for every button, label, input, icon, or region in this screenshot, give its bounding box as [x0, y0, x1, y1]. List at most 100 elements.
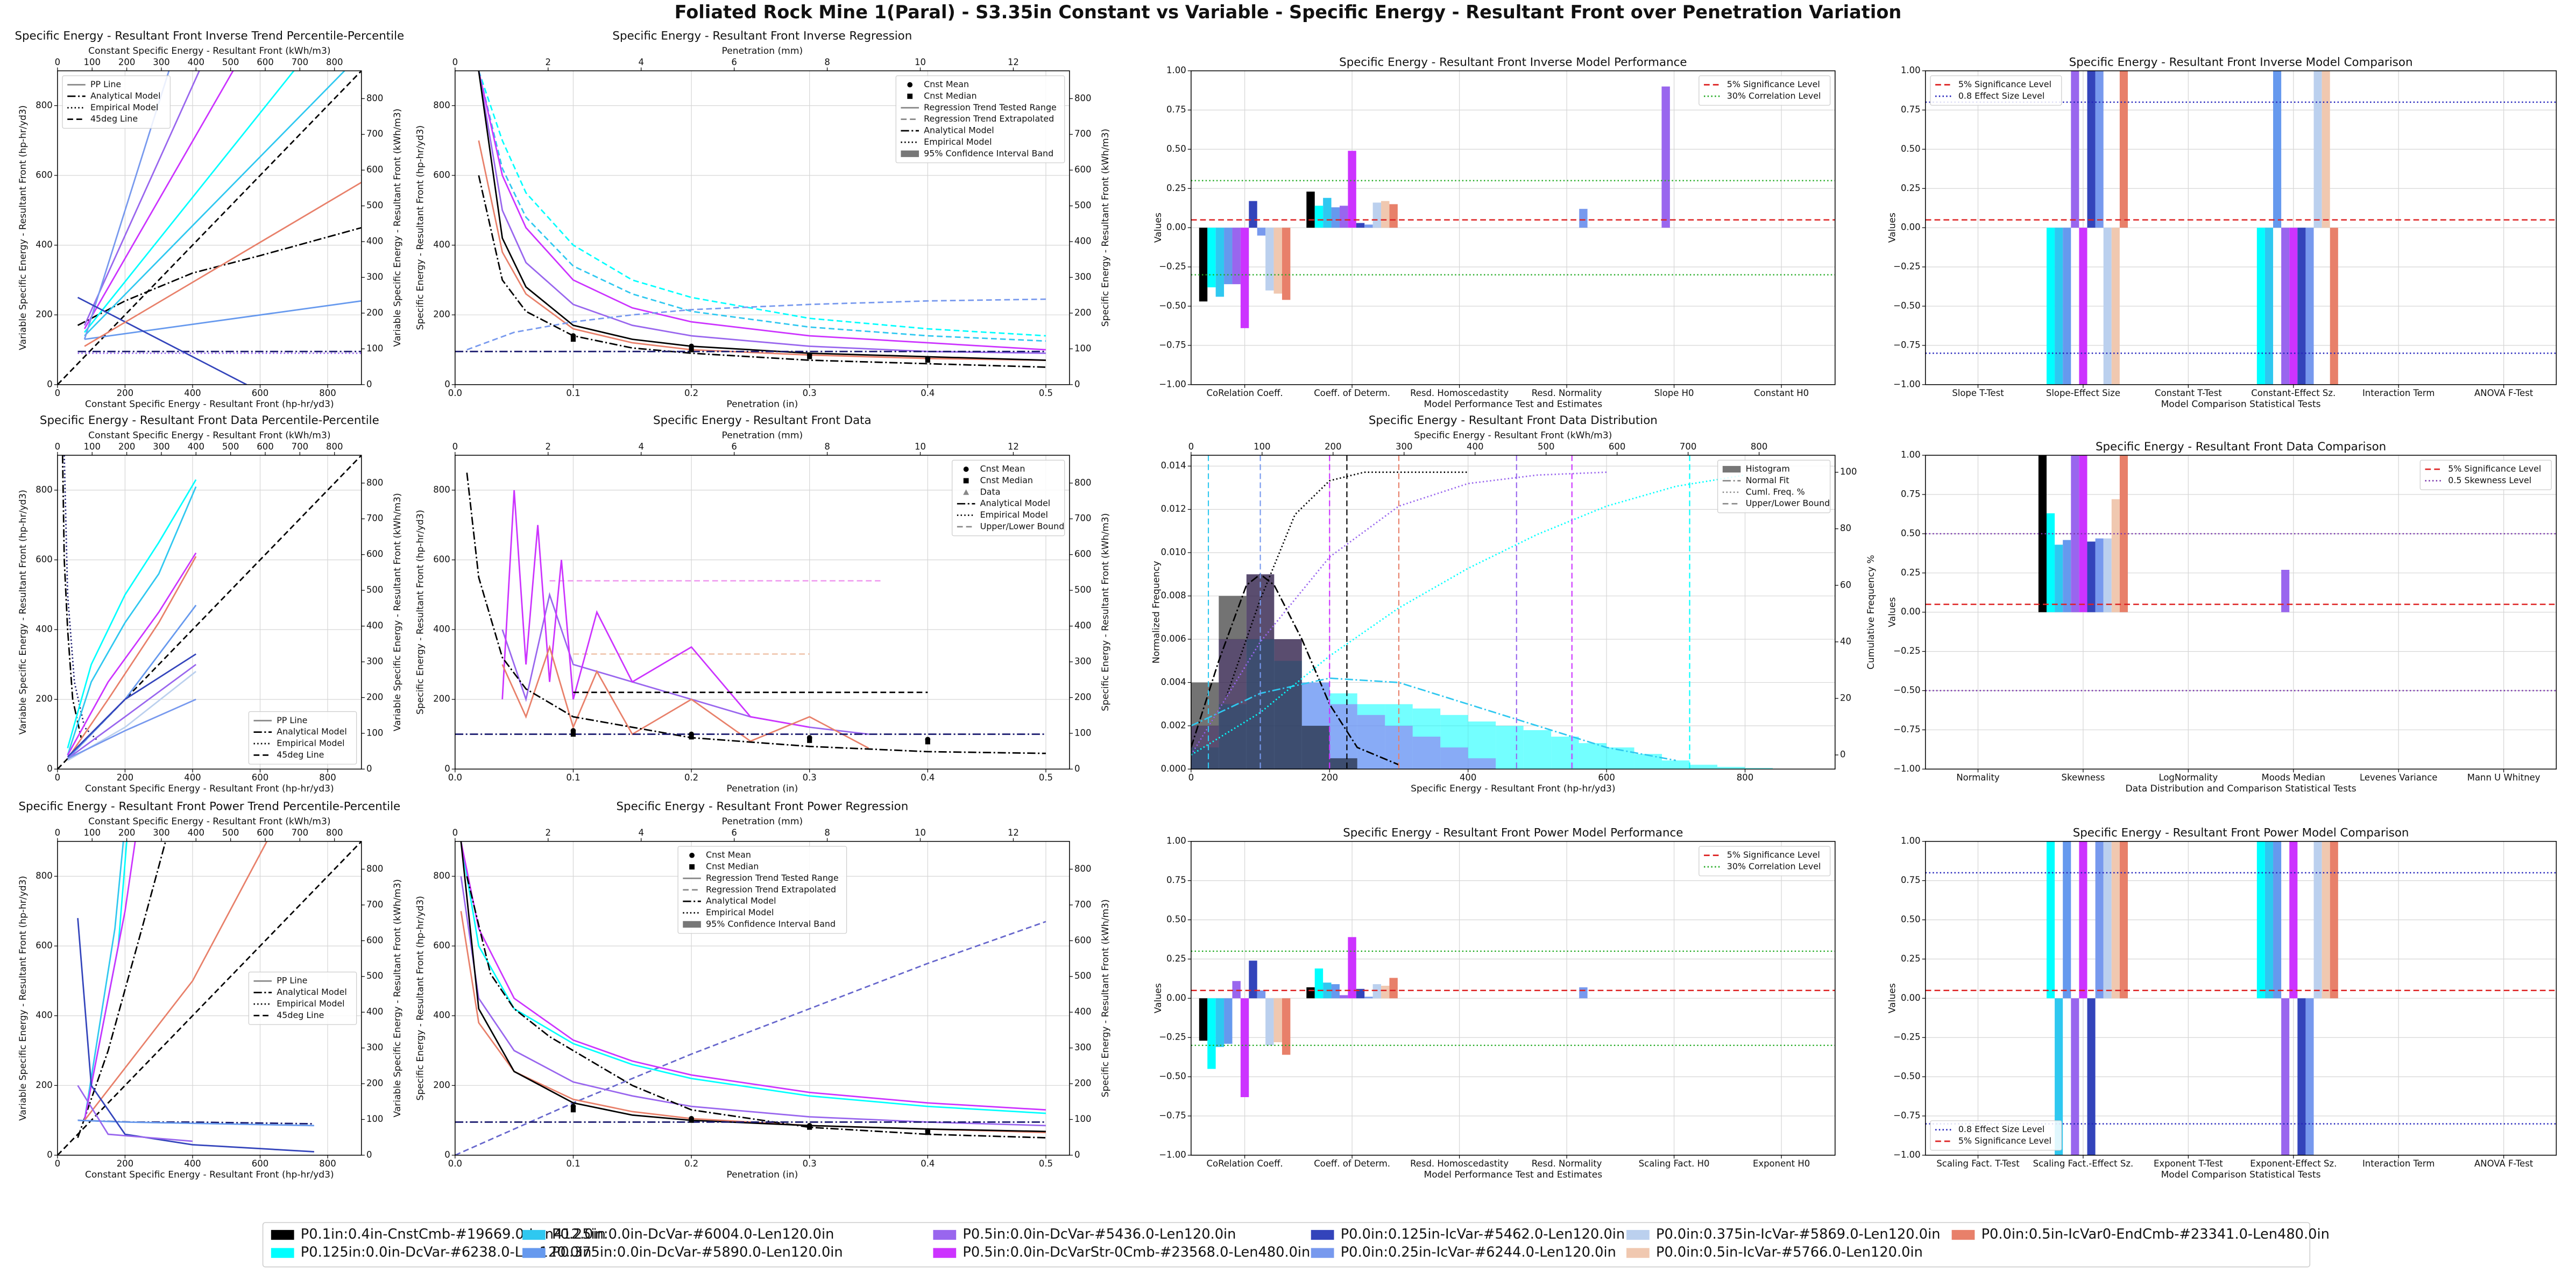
x2-tick-label: 400 — [188, 828, 204, 838]
line-series — [83, 841, 136, 1121]
legend-label: 45deg Line — [277, 1010, 324, 1020]
y-tick-label: 0 — [47, 1149, 52, 1160]
axes-frame — [1925, 455, 2557, 770]
bar — [1339, 206, 1348, 228]
chart-title: Specific Energy - Resultant Front Data C… — [2096, 440, 2386, 454]
legend-box — [248, 971, 357, 1025]
y-tick-label: 800 — [36, 871, 52, 881]
y2-tick-label: 200 — [1074, 1078, 1091, 1089]
x2-tick-label: 12 — [1008, 828, 1019, 838]
line-series — [67, 486, 197, 755]
y2-tick-label: 600 — [366, 935, 383, 945]
legend-label: Regression Trend Extrapolated — [924, 114, 1054, 124]
bar — [1579, 987, 1588, 999]
y2-tick-label: 20 — [1840, 692, 1851, 703]
y-tick-label: 0.50 — [1166, 914, 1186, 924]
line-series — [84, 300, 362, 340]
x2-tick-label: 200 — [118, 57, 135, 67]
x-axis-label: Model Comparison Statistical Tests — [2161, 399, 2321, 409]
y2-tick-label: 300 — [1074, 1042, 1091, 1052]
x-tick-label: Constant H0 — [1754, 388, 1809, 398]
plot-area — [57, 841, 362, 1155]
x-tick-label: 0.3 — [803, 388, 817, 398]
x2-tick-label: 200 — [1325, 441, 1341, 451]
legend-label: 0.8 Effect Size Level — [1958, 1124, 2044, 1134]
bar — [2297, 998, 2306, 1155]
figure-legend-swatch — [271, 1248, 294, 1258]
bar — [2322, 70, 2330, 228]
line-series — [478, 70, 1046, 337]
bar — [1372, 984, 1382, 999]
x-tick-label: 600 — [1598, 773, 1615, 783]
y-tick-label: 1.00 — [1901, 65, 1921, 75]
y2-tick-label: 800 — [1074, 477, 1091, 487]
y-tick-label: 0.25 — [1901, 183, 1921, 193]
bar — [2055, 545, 2063, 612]
figure-legend-label: P0.0in:0.25in-IcVar-#6244.0-Len120.0in — [1341, 1245, 1616, 1261]
axes-frame — [1191, 840, 1836, 1156]
legend-label: Analytical Model — [980, 498, 1051, 508]
line-series — [67, 670, 197, 761]
x-tick-label: CoRelation Coeff. — [1207, 1158, 1283, 1169]
x-tick-label: 0.0 — [448, 1158, 462, 1169]
legend-label: Cuml. Freq. % — [1746, 486, 1805, 497]
y2-tick-label: 0 — [1074, 379, 1080, 389]
y2-axis-label: Specific Energy - Resultant Front (kWh/m… — [1100, 513, 1111, 711]
x2-tick-label: 10 — [915, 57, 926, 67]
y-tick-label: 800 — [36, 484, 52, 494]
y-tick-label: 600 — [36, 941, 52, 951]
x-axis-label: Data Distribution and Comparison Statist… — [2125, 783, 2356, 794]
y-tick-label: −1.00 — [1893, 379, 1920, 389]
chart-title: Specific Energy - Resultant Front Power … — [616, 800, 908, 814]
y-axis-label: Values — [1887, 213, 1898, 243]
axes-frame — [1925, 840, 2557, 1156]
line-series — [84, 70, 345, 337]
histogram-bar — [1579, 743, 1607, 769]
x2-tick-label: 600 — [1609, 441, 1625, 451]
y-tick-label: 800 — [36, 100, 52, 110]
legend-label: Analytical Model — [924, 125, 994, 136]
legend-label: Cnst Median — [924, 90, 976, 101]
x-tick-label: Constant-Effect Sz. — [2251, 388, 2336, 398]
y2-tick-label: 100 — [366, 727, 383, 738]
figure-legend-label: P0.375in:0.0in-DcVar-#5890.0-Len120.0in — [552, 1245, 843, 1261]
y2-tick-label: 800 — [366, 864, 383, 874]
line-series — [478, 175, 1046, 368]
y-tick-label: −1.00 — [1893, 1149, 1920, 1160]
bar — [2079, 841, 2087, 999]
line-series — [1191, 573, 1399, 766]
legend-swatch — [689, 864, 695, 870]
y-tick-label: −0.50 — [1893, 300, 1920, 310]
bar — [2264, 841, 2274, 999]
x-tick-label: LogNormality — [2159, 773, 2218, 783]
y-axis-label: Values — [1153, 983, 1164, 1013]
y-tick-label: 400 — [36, 1010, 52, 1020]
y-tick-label: 0.75 — [1901, 104, 1921, 115]
x-tick-label: Moods Median — [2262, 773, 2326, 783]
x-tick-label: 200 — [117, 388, 133, 398]
bar — [2071, 998, 2079, 1155]
line-series — [84, 841, 268, 1121]
x2-tick-label: 6 — [731, 828, 737, 838]
y2-tick-label: 800 — [1074, 93, 1091, 103]
y-tick-label: 0 — [444, 1149, 450, 1160]
figure-legend-label: P0.5in:0.0in-DcVar-#5436.0-Len120.0in — [963, 1226, 1236, 1242]
figure-legend-label: P0.0in:0.125in-IcVar-#5462.0-Len120.0in — [1341, 1226, 1625, 1242]
y-tick-label: 1.00 — [1901, 836, 1921, 846]
legend-label: 45deg Line — [90, 114, 138, 124]
axes-frame — [1191, 70, 1836, 385]
chart-title: Specific Energy - Resultant Front Data — [653, 414, 872, 427]
y-tick-label: 0.75 — [1166, 104, 1186, 115]
y-tick-label: 1.00 — [1901, 450, 1921, 460]
bar — [2313, 70, 2322, 228]
y2-axis-label: Specific Energy - Resultant Front (kWh/m… — [1100, 899, 1111, 1097]
figure-legend-label: P0.25in:0.0in-DcVar-#6004.0-Len120.0in — [552, 1226, 834, 1242]
bar — [2095, 70, 2104, 228]
line-series — [455, 921, 1046, 1155]
y2-axis-label: Variable Specific Energy - Resultant Fro… — [392, 879, 403, 1118]
marker — [925, 357, 930, 363]
bar — [1224, 228, 1233, 285]
y2-tick-label: 700 — [366, 513, 383, 524]
figure-legend-swatch — [933, 1248, 957, 1258]
